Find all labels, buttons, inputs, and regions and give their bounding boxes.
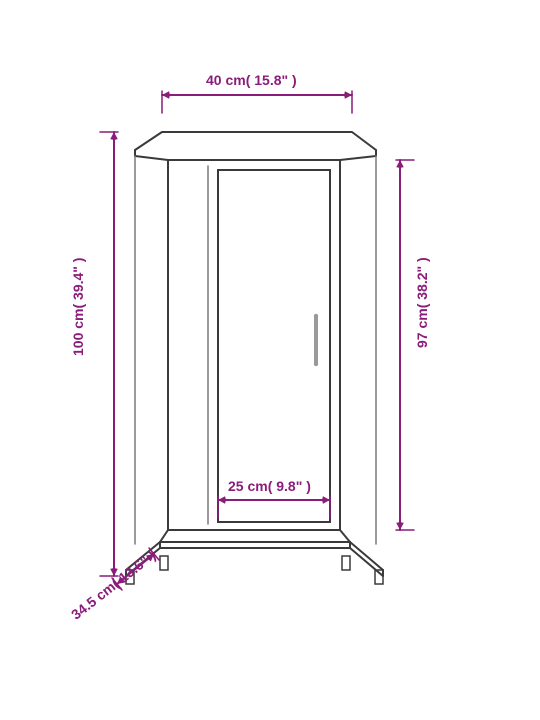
dim-label-height-left: 100 cm( 39.4" ) bbox=[70, 258, 86, 356]
dim-label-door-width: 25 cm( 9.8" ) bbox=[228, 478, 311, 494]
dim-label-height-right: 97 cm( 38.2" ) bbox=[414, 257, 430, 348]
dim-label-width-top: 40 cm( 15.8" ) bbox=[206, 72, 297, 88]
diagram-stage: 40 cm( 15.8" ) 100 cm( 39.4" ) 97 cm( 38… bbox=[0, 0, 540, 720]
